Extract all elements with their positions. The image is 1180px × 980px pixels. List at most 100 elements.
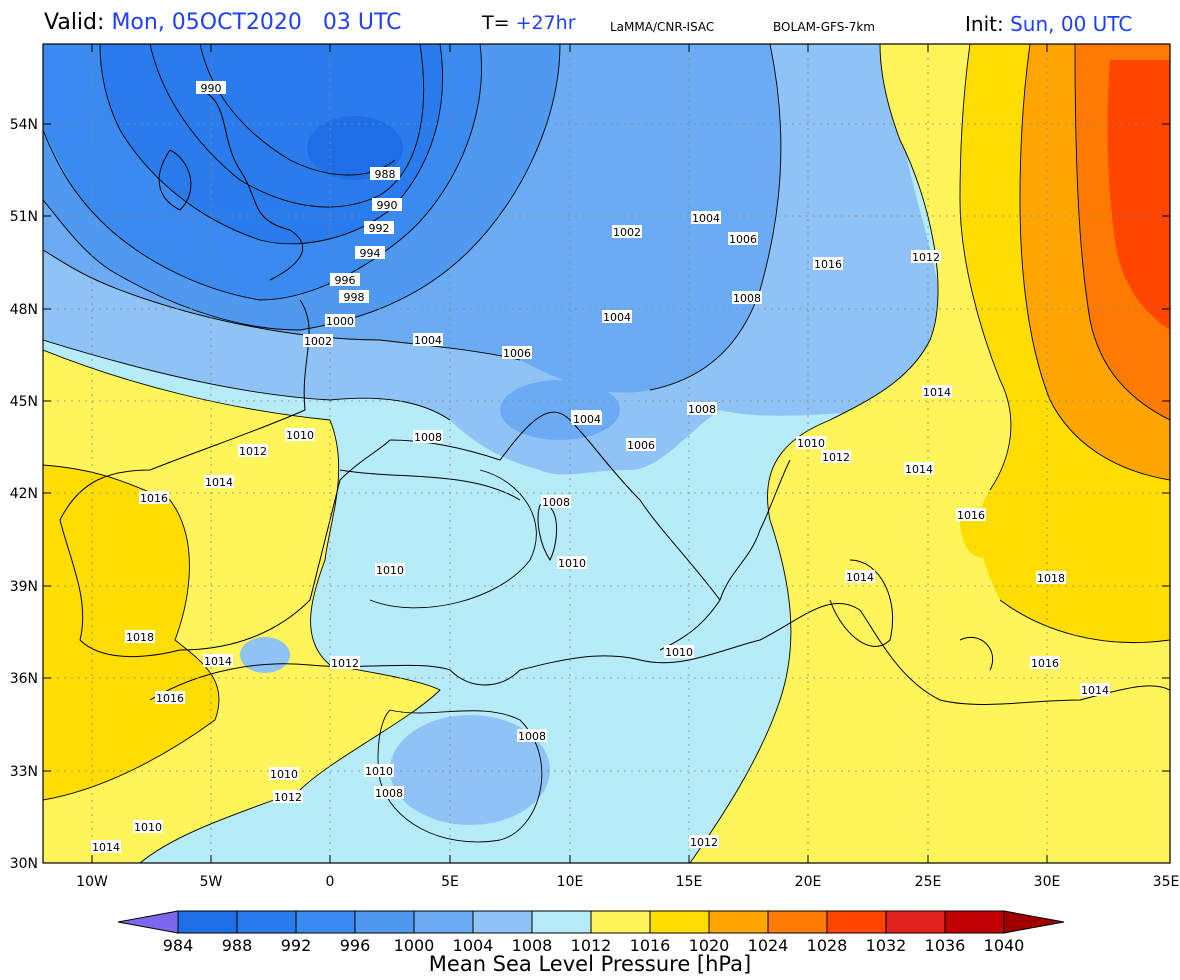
pocket-sahara	[390, 715, 550, 825]
isobar-label: 1000	[325, 314, 355, 328]
isobar-label: 1008	[517, 729, 547, 743]
isobar-label-text: 1010	[134, 821, 162, 834]
tick-marks	[43, 44, 1170, 863]
isobar-label-bg	[325, 314, 355, 327]
isobar-label-bg	[572, 412, 602, 425]
isobar-label-bg	[364, 221, 394, 234]
isobar-label-text: 1008	[733, 292, 761, 305]
isobar-label-text: 1012	[274, 791, 302, 804]
lon-tick: 10W	[76, 874, 108, 890]
isobar-label: 1018	[1036, 571, 1066, 585]
colorbar-cell	[354, 910, 415, 934]
isobar-label-bg	[203, 654, 233, 667]
isobar-label: 1006	[626, 438, 656, 452]
isobar-label-bg	[269, 767, 299, 780]
isobar-label-bg	[541, 495, 571, 508]
isobar-label-text: 1006	[503, 347, 531, 360]
isobar-label-text: 1012	[331, 657, 359, 670]
lat-tick: 45N	[10, 394, 38, 410]
isobar-label: 1010	[796, 436, 826, 450]
isobar-label-text: 1016	[140, 492, 168, 505]
lon-tick: 15E	[676, 874, 703, 890]
valid-label: Valid:	[44, 10, 105, 35]
lat-tick: 48N	[10, 302, 38, 318]
isobar-label: 1012	[689, 835, 719, 849]
isobar-label-bg	[91, 840, 121, 853]
isobar-label-text: 1012	[912, 251, 940, 264]
isobar-label: 1004	[413, 333, 443, 347]
colorbar-cell	[236, 910, 297, 934]
t-value: +27hr	[515, 12, 576, 34]
isobar-label: 1016	[956, 508, 986, 522]
isobar-label-bg	[1036, 571, 1066, 584]
colorbar-label: 1032	[866, 936, 907, 955]
isobar-label: 1010	[557, 556, 587, 570]
isobar-label-bg	[355, 246, 385, 259]
isobar-label-bg	[687, 402, 717, 415]
isobar-label: 1010	[269, 767, 299, 781]
isobar-label: 1006	[728, 232, 758, 246]
isobar-label-bg	[155, 691, 185, 704]
source-label: LaMMA/CNR-ISAC	[610, 20, 715, 34]
colorbar-cell	[590, 910, 651, 934]
lat-tick: 30N	[10, 856, 38, 872]
init-time: Init: Sun, 00 UTC	[965, 12, 1132, 36]
lat-tick: 54N	[10, 117, 38, 133]
lon-tick: 0	[326, 874, 335, 890]
colorbar-label: 996	[340, 936, 371, 955]
isobar-label-text: 1010	[286, 429, 314, 442]
isobar-label-bg	[413, 430, 443, 443]
lon-tick: 30E	[1034, 874, 1061, 890]
colorbar-cell	[413, 910, 474, 934]
isobar-label-bg	[612, 225, 642, 238]
isobar-label-text: 1014	[205, 476, 233, 489]
isobar-label: 990	[196, 81, 226, 95]
isobar-label-bg	[238, 444, 268, 457]
isobar-label: 990	[372, 198, 402, 212]
lat-tick: 36N	[10, 671, 38, 687]
isobar-label: 1014	[904, 462, 934, 476]
isobar-label: 1002	[612, 225, 642, 239]
init-value: Sun, 00 UTC	[1010, 12, 1133, 36]
isobar-label-bg	[285, 428, 315, 441]
isobar-label-bg	[1080, 683, 1110, 696]
isobar-label-text: 1014	[204, 655, 232, 668]
isobar-label-bg	[125, 630, 155, 643]
isobar-label-text: 990	[201, 82, 222, 95]
lon-tick: 5E	[441, 874, 459, 890]
isobar-label-bg	[728, 232, 758, 245]
isobar-label-bg	[372, 198, 402, 211]
isobar-label: 1008	[413, 430, 443, 444]
colorbar-label: 1036	[925, 936, 966, 955]
colorbar-label: 1040	[984, 936, 1025, 955]
isobar-label: 1004	[572, 412, 602, 426]
isobar-label: 1012	[238, 444, 268, 458]
init-label: Init:	[965, 12, 1004, 36]
isobar-label-bg	[204, 475, 234, 488]
colorbar-cells	[117, 910, 1065, 934]
isobar-label-bg	[911, 250, 941, 263]
isobar-label-text: 1002	[613, 226, 641, 239]
isobar-label: 1016	[1030, 656, 1060, 670]
isobar-label-text: 990	[377, 199, 398, 212]
isobar-label-text: 1006	[729, 233, 757, 246]
isobar-label-text: 1010	[365, 765, 393, 778]
isobar-label-bg	[370, 167, 400, 180]
isobar-label-bg	[626, 438, 656, 451]
isobar-label-text: 1008	[414, 431, 442, 444]
isobar-label-text: 992	[369, 222, 390, 235]
isobar-label-bg	[374, 786, 404, 799]
isobar-label-text: 1018	[126, 631, 154, 644]
colorbar-label: 1008	[512, 936, 553, 955]
isobar-label: 1014	[204, 475, 234, 489]
isobar-label-text: 1008	[375, 787, 403, 800]
pressure-map: 990 988 990 992 994 996 998 1000 1002 1004 1002 100…	[10, 43, 1179, 890]
isobar-label-text: 1008	[542, 496, 570, 509]
isobar-label-text: 1016	[1031, 657, 1059, 670]
isobar-label: 1014	[845, 570, 875, 584]
colorbar-label: 1024	[748, 936, 789, 955]
isobar-label: 1012	[273, 790, 303, 804]
isobar-label: 998	[339, 290, 369, 304]
t-label: T=	[482, 12, 510, 34]
